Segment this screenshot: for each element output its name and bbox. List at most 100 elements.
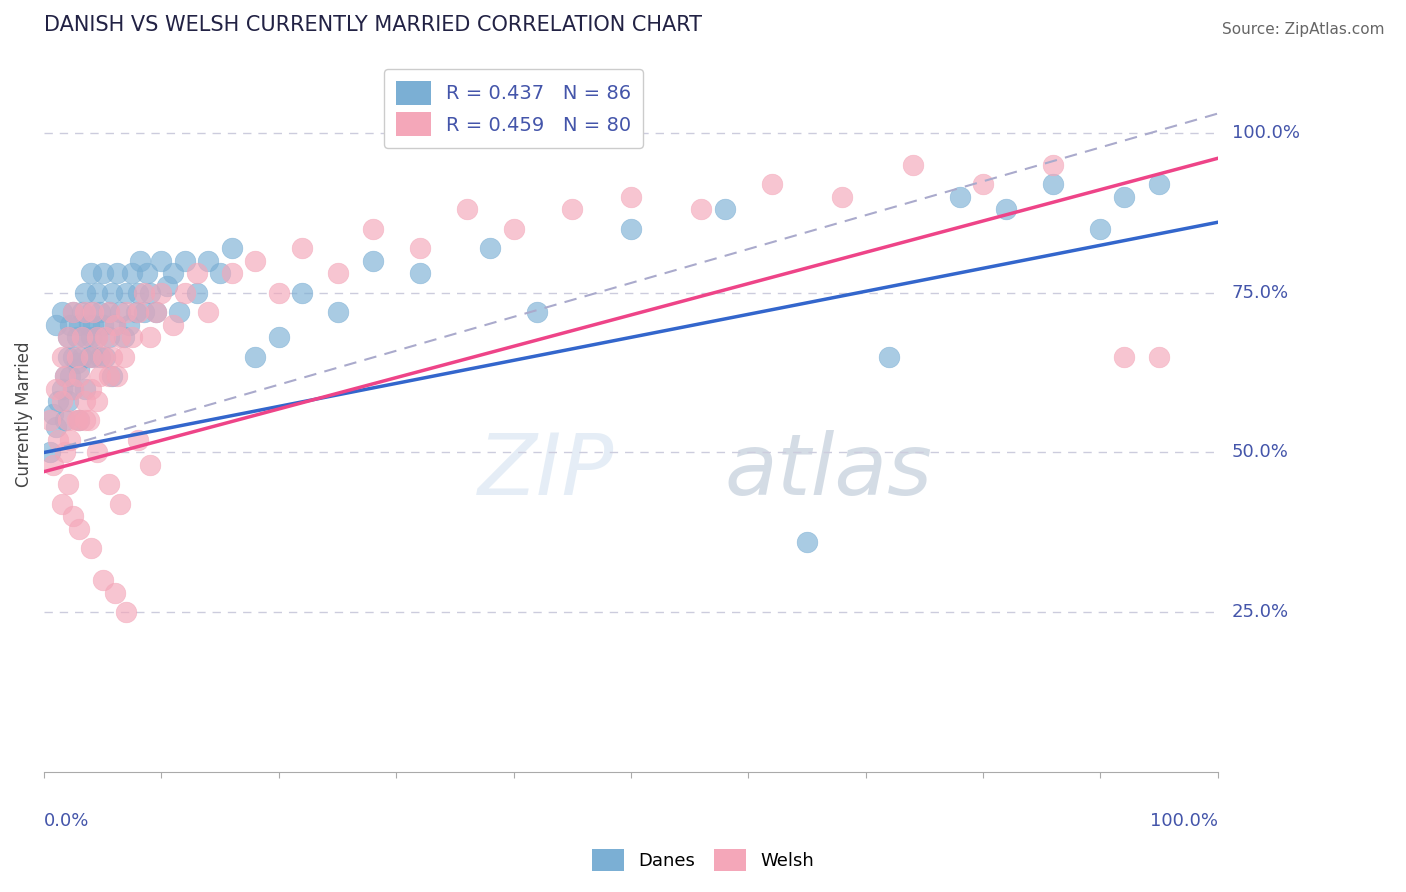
Point [105, 368, 128, 383]
Point [995, 202, 1018, 217]
Point [66, 350, 89, 364]
Point [62, 305, 84, 319]
Point [101, 368, 124, 383]
Point [97, 305, 120, 319]
Point [186, 285, 208, 300]
Point [77, 350, 100, 364]
Point [127, 305, 149, 319]
Point [59, 318, 82, 332]
Point [877, 350, 900, 364]
Point [101, 350, 124, 364]
Point [145, 305, 167, 319]
Point [831, 189, 853, 203]
Point [162, 318, 184, 332]
Point [502, 221, 524, 235]
Point [156, 279, 179, 293]
Text: 50.0%: 50.0% [1232, 443, 1288, 461]
Point [70, 330, 93, 344]
Point [56, 394, 79, 409]
Point [86, 330, 108, 344]
Point [80, 382, 103, 396]
Point [1042, 177, 1064, 191]
Point [86, 330, 108, 344]
Point [86, 285, 108, 300]
Point [62, 382, 84, 396]
Point [70, 305, 93, 319]
Text: 75.0%: 75.0% [1232, 284, 1289, 301]
Point [105, 267, 128, 281]
Point [86, 394, 108, 409]
Point [245, 350, 267, 364]
Point [110, 330, 132, 344]
Text: 0.0%: 0.0% [44, 812, 90, 830]
Point [1147, 350, 1170, 364]
Point [67, 413, 90, 427]
Point [89, 350, 111, 364]
Point [75, 305, 97, 319]
Point [221, 241, 243, 255]
Point [138, 330, 160, 344]
Point [82, 318, 104, 332]
Point [97, 368, 120, 383]
Point [39, 413, 62, 427]
Point [361, 221, 384, 235]
Point [56, 477, 79, 491]
Point [46, 433, 69, 447]
Point [67, 318, 90, 332]
Point [67, 413, 90, 427]
Point [67, 368, 90, 383]
Point [66, 330, 89, 344]
Point [75, 330, 97, 344]
Point [174, 253, 197, 268]
Point [66, 356, 89, 370]
Point [620, 189, 643, 203]
Point [75, 285, 97, 300]
Point [138, 285, 160, 300]
Point [267, 330, 290, 344]
Point [91, 350, 114, 364]
Point [174, 285, 197, 300]
Point [1042, 158, 1064, 172]
Point [62, 350, 84, 364]
Point [162, 267, 184, 281]
Point [45, 318, 67, 332]
Legend: Danes, Welsh: Danes, Welsh [585, 842, 821, 879]
Point [56, 350, 79, 364]
Point [110, 497, 132, 511]
Point [51, 350, 73, 364]
Text: Source: ZipAtlas.com: Source: ZipAtlas.com [1222, 22, 1385, 37]
Point [89, 368, 111, 383]
Point [127, 433, 149, 447]
Point [70, 350, 93, 364]
Point [197, 305, 219, 319]
Point [1090, 221, 1112, 235]
Point [59, 368, 82, 383]
Point [121, 330, 143, 344]
Point [1112, 350, 1135, 364]
Point [150, 285, 173, 300]
Point [67, 362, 90, 376]
Point [132, 285, 155, 300]
Point [112, 350, 135, 364]
Point [117, 318, 139, 332]
Point [796, 535, 818, 549]
Point [80, 350, 103, 364]
Point [51, 382, 73, 396]
Point [561, 202, 583, 217]
Point [75, 382, 97, 396]
Point [761, 177, 783, 191]
Point [75, 394, 97, 409]
Point [129, 253, 152, 268]
Point [110, 305, 132, 319]
Point [101, 285, 124, 300]
Point [66, 413, 89, 427]
Point [186, 267, 208, 281]
Point [124, 305, 146, 319]
Point [103, 586, 125, 600]
Point [42, 407, 65, 421]
Point [53, 368, 76, 383]
Point [42, 458, 65, 473]
Point [127, 285, 149, 300]
Point [51, 497, 73, 511]
Point [51, 305, 73, 319]
